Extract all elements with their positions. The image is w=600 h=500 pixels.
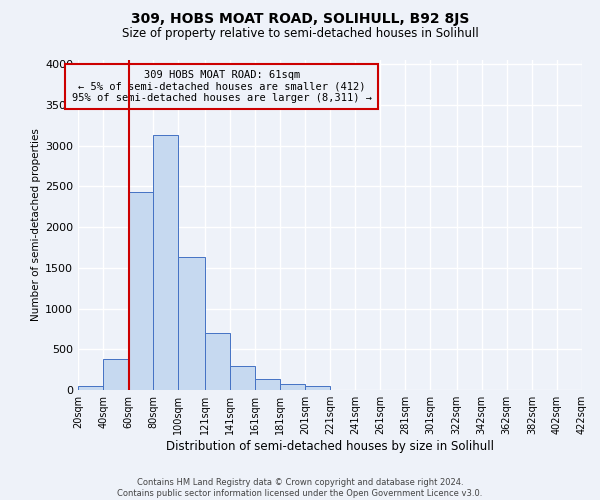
Y-axis label: Number of semi-detached properties: Number of semi-detached properties xyxy=(31,128,41,322)
Bar xyxy=(255,379,280,390)
Bar xyxy=(280,384,305,390)
Bar xyxy=(103,359,128,390)
Bar xyxy=(78,386,103,390)
Text: 309, HOBS MOAT ROAD, SOLIHULL, B92 8JS: 309, HOBS MOAT ROAD, SOLIHULL, B92 8JS xyxy=(131,12,469,26)
Bar xyxy=(153,135,178,390)
Bar xyxy=(205,333,230,390)
Text: Contains HM Land Registry data © Crown copyright and database right 2024.
Contai: Contains HM Land Registry data © Crown c… xyxy=(118,478,482,498)
Bar xyxy=(305,386,330,390)
Bar xyxy=(128,192,153,390)
Bar xyxy=(178,257,205,390)
X-axis label: Distribution of semi-detached houses by size in Solihull: Distribution of semi-detached houses by … xyxy=(166,440,494,453)
Bar xyxy=(230,366,255,390)
Text: Size of property relative to semi-detached houses in Solihull: Size of property relative to semi-detach… xyxy=(122,28,478,40)
Text: 309 HOBS MOAT ROAD: 61sqm
← 5% of semi-detached houses are smaller (412)
95% of : 309 HOBS MOAT ROAD: 61sqm ← 5% of semi-d… xyxy=(71,70,371,103)
